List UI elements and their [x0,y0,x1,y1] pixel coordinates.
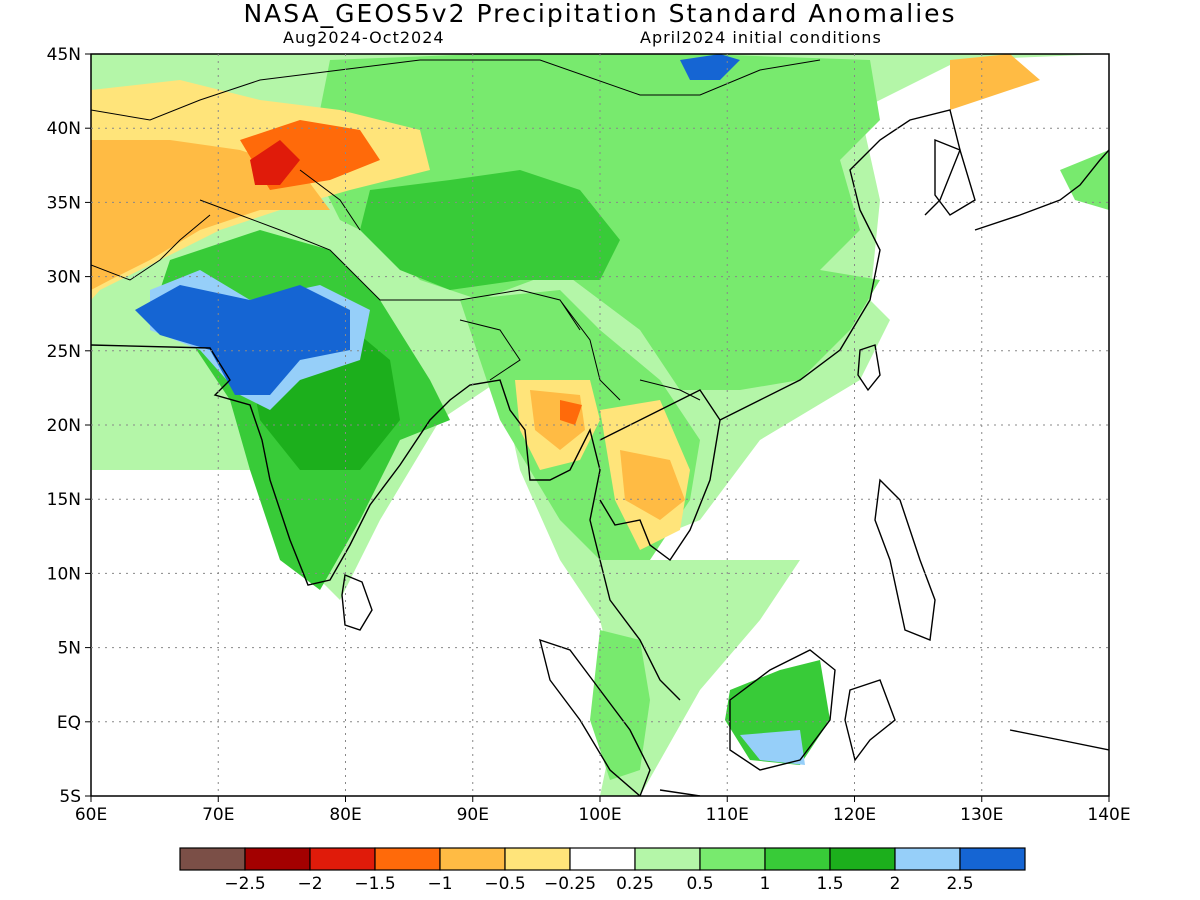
colorbar-label: −1.5 [354,874,396,894]
kalimantan-java-coastline [659,789,701,796]
philippines-coastline [874,478,936,641]
y-tick-label: 35N [47,193,81,213]
colorbar-label: −2 [297,874,323,894]
borneo-blue-patch [740,730,805,765]
sri-lanka-coastline [341,574,373,631]
colorbar-label: 0.5 [686,874,714,894]
x-tick-label: 100E [578,805,621,825]
ocean-white-region [91,380,620,796]
india-dark-blue-region [135,285,350,395]
south-china-sea-white [600,230,1109,796]
colorbar-swatch [634,847,701,871]
y-tick-label: 20N [47,416,81,436]
colorbar-swatch [894,847,961,871]
colorbar-swatch [439,847,506,871]
central-asia-green-core [360,170,620,290]
x-tick-label: 70E [202,805,234,825]
y-tick-label: EQ [57,713,81,733]
new-guinea-coastline [1009,729,1109,751]
borneo-coastline [729,649,836,771]
coastlines [91,59,1109,796]
colorbar-swatch [829,847,896,871]
cambodia-orange-region [620,450,685,520]
colorbar-label: 1.5 [816,874,844,894]
ne-china-orange-patch [950,54,1040,110]
colorbar-label: 0.25 [616,874,654,894]
y-tick-label: 30N [47,268,81,288]
sulawesi-coastline [844,679,896,762]
colorbar-label: 2.5 [946,874,974,894]
pacific-white-region [860,54,1109,330]
tajik-red-core [250,140,300,185]
x-tick-label: 90E [457,805,489,825]
map-title: NASA_GEOS5v2 Precipitation Standard Anom… [243,0,957,28]
y-tick-label: 25N [47,342,81,362]
taiwan-coastline [857,344,881,392]
mongolia-blue-patch [680,54,740,80]
korea-coastline [934,138,976,216]
colorbar-swatch [569,847,636,871]
myanmar-orange-core [560,400,582,425]
colorbar-label: −0.25 [543,874,597,894]
colorbar-swatch [504,847,571,871]
y-tick-label: 40N [47,119,81,139]
y-tick-label: 10N [47,564,81,584]
sumatra-coastline [539,638,651,796]
valid-period-label: Aug2024-Oct2024 [283,28,445,47]
initial-conditions-label: April2024 initial conditions [640,28,882,47]
japan-coastline [974,149,1109,231]
colorbar-swatch [179,847,246,871]
y-tick-label: 45N [47,45,81,65]
india-coastline [91,344,681,701]
indochina-coastline [599,389,721,562]
y-tick-label: 5N [57,639,81,659]
colorbar-swatch [764,847,831,871]
colorbar-swatch [959,847,1026,871]
axis-ticks: 60E 70E 80E 90E 100E 110E 120E 130E 140E 5S EQ 5N 10… [47,45,1131,825]
colorbar-swatch [244,847,311,871]
y-tick-label: 5S [59,787,81,807]
sumatra-green-region [590,630,650,780]
x-tick-label: 80E [329,805,361,825]
colorbar-label: −1 [427,874,453,894]
x-tick-label: 120E [833,805,876,825]
colorbar-swatch [374,847,441,871]
x-tick-label: 130E [960,805,1003,825]
x-tick-label: 140E [1087,805,1130,825]
colorbar-label: 1 [759,874,771,894]
colorbar-swatch [309,847,376,871]
china-coastline [719,109,961,421]
colorbar-label: −0.5 [484,874,526,894]
x-tick-label: 110E [706,805,749,825]
colorbar-label: −2.5 [224,874,266,894]
country-borders [91,59,821,401]
x-tick-label: 60E [75,805,107,825]
colorbar [179,847,1026,871]
lat-lon-grid [91,54,1109,796]
colorbar-swatch [699,847,766,871]
y-tick-label: 15N [47,490,81,510]
colorbar-label: 2 [889,874,901,894]
